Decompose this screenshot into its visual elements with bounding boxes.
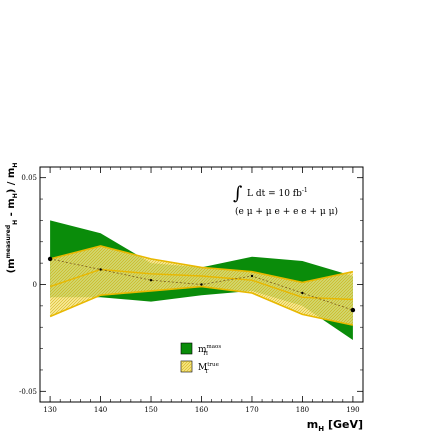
legend-label-mt-sup: true [207, 362, 219, 368]
x-tick-label: 150 [144, 406, 157, 414]
tick-layer: 130 140 150 160 170 180 190 0.05 0 -0.05 [19, 167, 364, 414]
legend-label-maos-sub: H [203, 351, 208, 357]
y-axis-title: (mmeasuredH - mH) / mH [5, 163, 19, 274]
x-tick-label: 160 [195, 406, 208, 414]
x-axis-title-sub: H [318, 425, 324, 433]
legend-label-maos-sup: maos [207, 344, 222, 350]
x-tick-label: 140 [94, 406, 107, 414]
annotation-integral: ∫ [233, 183, 243, 204]
data-point [250, 274, 254, 278]
point-layer [47, 256, 356, 313]
legend-label-maos-main: m [198, 345, 207, 355]
legend-label-maos: mmaos H [198, 344, 221, 357]
y-axis-title-sup: measured [5, 225, 12, 259]
data-point [200, 283, 203, 286]
series-upper-edge-mt [49, 245, 354, 284]
y-tick-label: 0 [33, 281, 37, 289]
data-point [301, 291, 304, 295]
y-axis-title-sub2: H [12, 193, 19, 198]
x-tick-label: 170 [245, 406, 258, 414]
y-tick-label: -0.05 [19, 388, 37, 396]
y-axis-title-sub1: H [12, 220, 19, 225]
data-point [47, 256, 53, 262]
legend-label-mt: Mtrue T [198, 362, 219, 375]
data-point [149, 279, 153, 282]
legend-label-mt-sub: T [205, 369, 209, 375]
annotation-lumi-text: L dt = 10 fb [247, 189, 302, 199]
y-tick-label: 0.05 [21, 174, 37, 182]
y-axis-title-mid: - m [6, 198, 17, 220]
x-tick-label: 130 [43, 406, 56, 414]
y-axis-title-close: ) / m [6, 168, 17, 194]
legend-swatch-maos [180, 342, 193, 355]
legend-swatch-mt-hatch [181, 361, 192, 372]
legend-label-mt-main: M [198, 363, 207, 373]
x-axis-title: mH [GeV] [307, 418, 363, 433]
x-tick-label: 180 [296, 406, 309, 414]
y-axis-title-sub3: H [12, 163, 19, 168]
annotation-lumi: L dt = 10 fb-1 [247, 187, 308, 199]
data-point [350, 307, 356, 313]
data-point [99, 268, 102, 271]
x-axis-title-unit: [GeV] [324, 418, 363, 431]
x-tick-label: 190 [346, 406, 359, 414]
y-axis-title-open: (m [6, 258, 17, 273]
series-lower-edge-mt [49, 285, 354, 326]
band-layer [50, 220, 353, 340]
annotation-channels: (e μ + μ e + e e + μ μ) [235, 206, 338, 217]
x-axis-title-main: m [307, 418, 318, 431]
annotation-lumi-sup: -1 [302, 187, 308, 194]
